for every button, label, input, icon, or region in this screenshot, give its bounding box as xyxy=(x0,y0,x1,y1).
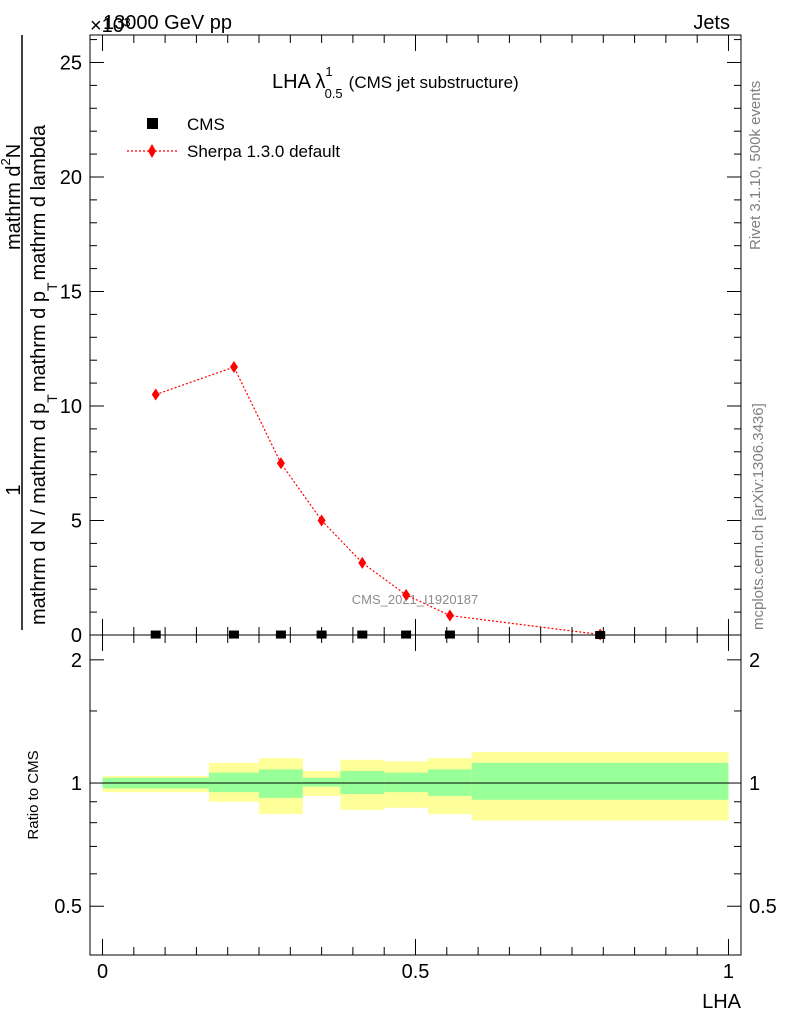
analysis-watermark: CMS_2021_I1920187 xyxy=(352,592,479,607)
main-y-tick-label: 0 xyxy=(71,625,82,647)
ratio-inner-band xyxy=(259,769,303,798)
legend-sherpa-marker xyxy=(148,144,156,158)
main-y-tick-label: 20 xyxy=(60,167,82,189)
mcplots-site-label: mcplots.cern.ch [arXiv:1306.3436] xyxy=(750,403,767,630)
sherpa-point xyxy=(276,457,285,470)
x-axis-label: LHA xyxy=(702,991,742,1013)
y-label-denominator: mathrm d N / mathrm d pTmathrm d pTmathr… xyxy=(28,124,60,625)
ratio-inner-band xyxy=(384,772,429,793)
main-y-tick-label: 15 xyxy=(60,281,82,303)
y-label-numerator: 1 xyxy=(3,484,25,495)
x-tick-label: 0.5 xyxy=(402,961,430,983)
energy-label: 13000 GeV pp xyxy=(103,12,232,34)
main-y-tick-label: 10 xyxy=(60,396,82,418)
ratio-inner-band xyxy=(340,771,385,795)
main-y-ticks: 0 5 10 15 20 25 xyxy=(60,39,741,647)
plot-title: LHA λ1 0.5(CMS jet substructure) xyxy=(272,64,519,101)
y-label-right-numerator: mathrm d2N xyxy=(0,144,25,250)
ratio-x-ticks: 0 0.5 1 xyxy=(97,35,734,983)
ratio-inner-band xyxy=(471,762,729,800)
ratio-y-tick-label: 1 xyxy=(71,773,82,795)
legend: CMS Sherpa 1.3.0 default xyxy=(127,115,340,161)
ratio-y-tick-label: 0.5 xyxy=(54,896,82,918)
ratio-y-tick-label-right: 0.5 xyxy=(749,896,777,918)
y-exponent-label: ×10³ xyxy=(90,15,131,37)
ratio-y-ticks: 0.5 0.5 1 1 2 2 xyxy=(54,650,777,918)
main-panel: 0 5 10 15 20 25 LHA λ1 0.5(CMS jet substructur… xyxy=(60,34,742,647)
ratio-bands xyxy=(102,752,729,821)
ratio-y-label: Ratio to CMS xyxy=(25,750,42,839)
main-y-tick-label: 25 xyxy=(60,52,82,74)
sherpa-point xyxy=(317,514,326,527)
category-label: Jets xyxy=(693,12,730,34)
rivet-version-label: Rivet 3.1.10, 500k events xyxy=(747,81,764,250)
x-tick-label: 1 xyxy=(723,961,734,983)
sherpa-point xyxy=(402,588,411,601)
x-tick-label: 0 xyxy=(97,961,108,983)
ratio-inner-band xyxy=(302,777,341,787)
main-y-axis-label: 1 mathrm d N / mathrm d pTmathrm d pTmat… xyxy=(0,35,60,630)
ratio-y-tick-label: 2 xyxy=(71,650,82,672)
sherpa-point xyxy=(358,556,367,569)
sherpa-point xyxy=(151,388,160,401)
ratio-inner-band xyxy=(208,772,260,793)
legend-cms-label: CMS xyxy=(187,115,225,134)
legend-sherpa-label: Sherpa 1.3.0 default xyxy=(187,142,340,161)
main-y-tick-label: 5 xyxy=(71,510,82,532)
ratio-y-tick-label-right: 2 xyxy=(749,650,760,672)
ratio-y-tick-label-right: 1 xyxy=(749,773,760,795)
sherpa-point xyxy=(229,361,238,374)
sherpa-point xyxy=(445,609,454,622)
sherpa-series-line xyxy=(155,366,601,636)
ratio-panel: 0.5 0.51 12 2 0 0.5 1 Ratio to CMS LHA xyxy=(25,35,777,1013)
legend-cms-marker xyxy=(147,118,158,129)
